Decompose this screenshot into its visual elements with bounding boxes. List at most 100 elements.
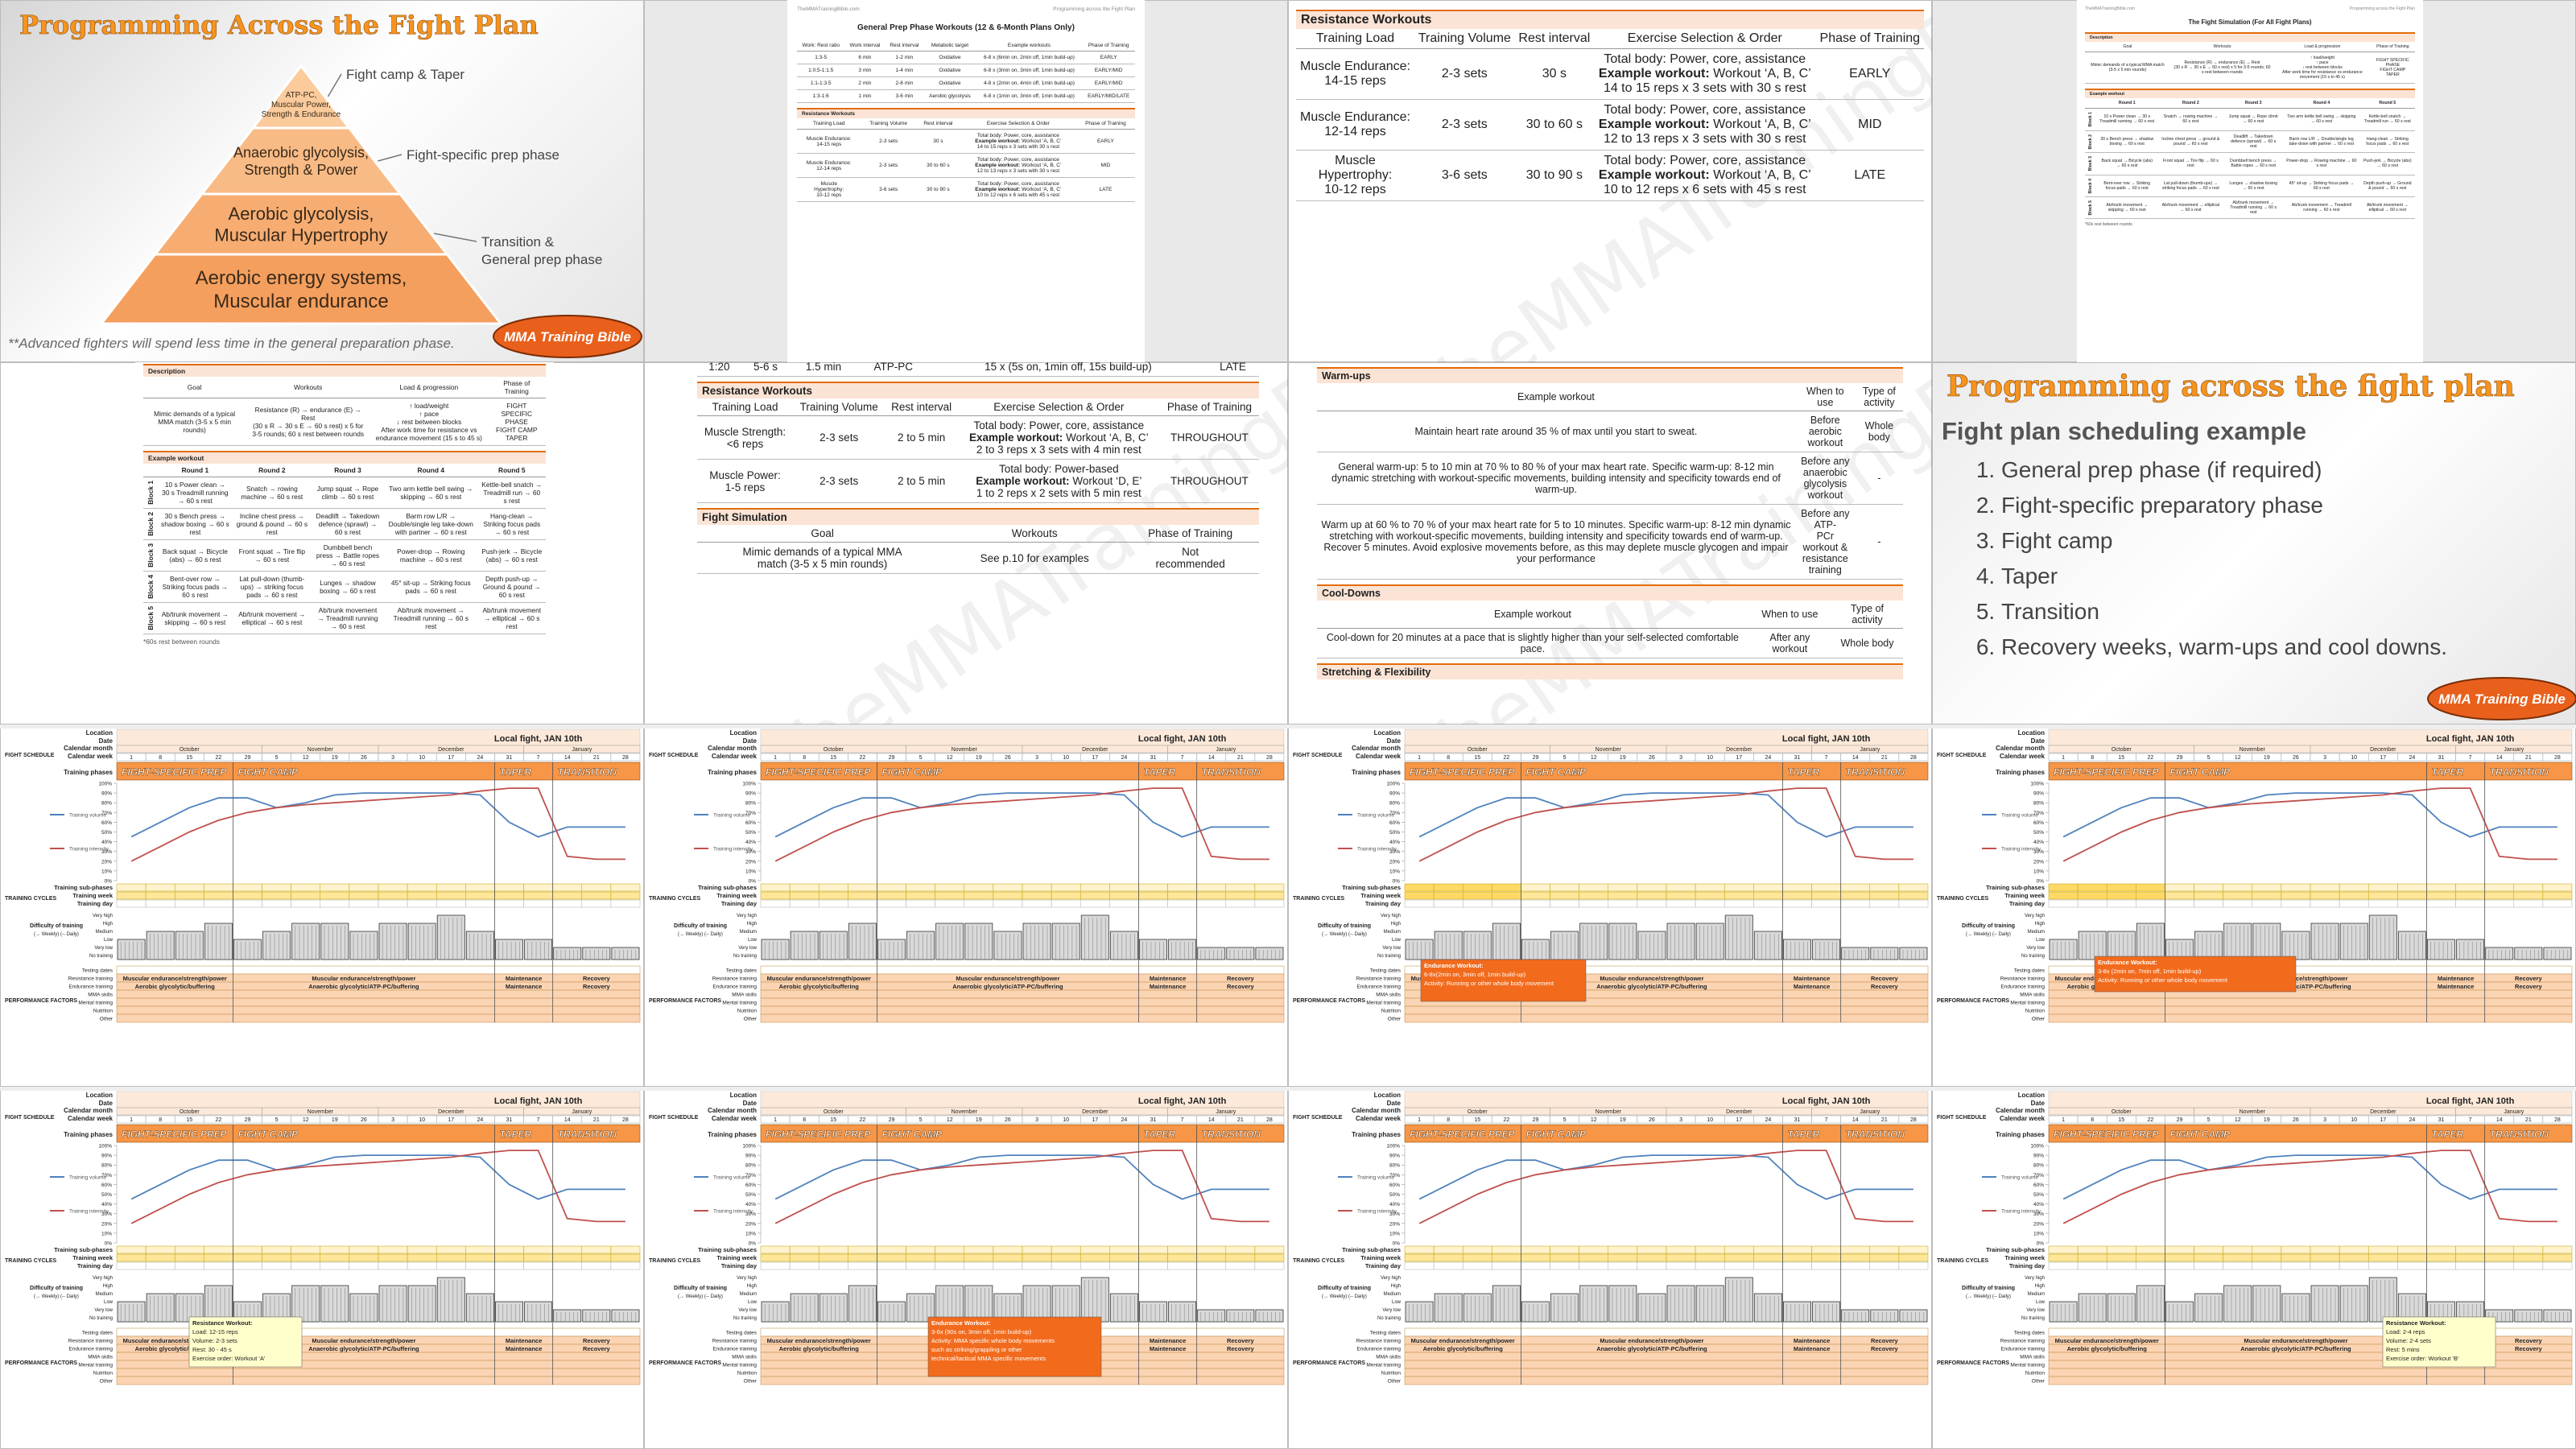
- section-label: TRAINING CYCLES: [1293, 896, 1345, 902]
- y-tick-label: 90%: [101, 791, 112, 797]
- month-cell: [523, 1107, 641, 1116]
- subphase-cell: [494, 1245, 524, 1254]
- row-label: Training day: [721, 1262, 758, 1269]
- row-label: Training week: [2004, 1254, 2045, 1261]
- difficulty-bar: [1051, 1285, 1080, 1323]
- subphase-cell: [993, 883, 1023, 892]
- row-label: Location: [2018, 1092, 2045, 1099]
- phase-label: TRANSITION: [1846, 1129, 1905, 1140]
- section-title: Resistance Workouts: [1296, 10, 1924, 29]
- y-tick-label: 80%: [2033, 1163, 2044, 1169]
- cell-line: TAPER: [506, 433, 528, 442]
- row-label: Location: [86, 729, 113, 737]
- block-header-cell: Block 1: [143, 477, 158, 509]
- cell-line: 1-5 reps: [724, 481, 766, 493]
- schedule-tile: FIGHT SCHEDULE TRAINING CYCLES PERFORMANCE…: [644, 1087, 1288, 1449]
- training-day-cell: [1811, 1261, 1841, 1270]
- week-label: 31: [1794, 1117, 1801, 1123]
- row-label: Date: [1387, 737, 1402, 745]
- cell-line-label: Example workout:: [1598, 118, 1710, 131]
- training-day-cell: [760, 1261, 791, 1270]
- cell-line: Muscle: [820, 181, 838, 187]
- series-line: [1418, 787, 1913, 862]
- legend-label: Training intensity: [69, 847, 109, 852]
- table-cell: Before any anaerobic glycolysis workout: [1794, 452, 1856, 505]
- cell-line-text: Workout ‘A, B, C’: [1713, 118, 1811, 131]
- subphase-cell: [1254, 1245, 1285, 1254]
- subphase-cell: [116, 883, 147, 892]
- subphase-cell: [145, 883, 175, 892]
- table-cell: 30 to 60 s: [915, 153, 960, 178]
- training-day-cell: [2048, 1261, 2079, 1270]
- training-day-cell: [552, 899, 583, 908]
- series-line: [130, 1150, 625, 1224]
- factor-row: [760, 989, 1285, 999]
- week-label: 8: [1447, 1117, 1450, 1123]
- example-cell: Snatch → rowing machine → 60 s rest: [2157, 108, 2224, 131]
- subphase-cell: [204, 883, 233, 892]
- row-label: MMA skills: [732, 1355, 757, 1360]
- training-day-cell: [1492, 899, 1521, 908]
- training-day-cell: [1080, 899, 1110, 908]
- row-label: Nutrition: [2025, 1371, 2046, 1377]
- difficulty-bar: [436, 1277, 465, 1323]
- phase-label: TRANSITION: [558, 766, 617, 778]
- week-label: 14: [1852, 755, 1859, 761]
- example-cell: Lunges → shadow boxing → 60 s rest: [311, 571, 384, 603]
- month-label: December: [1082, 1109, 1108, 1115]
- difficulty-bar: [2281, 1293, 2310, 1323]
- factor-label: Anaerobic glycolytic/ATP-PC/buffering: [1596, 983, 1707, 990]
- month-label: October: [180, 747, 200, 753]
- row-label: Testing dates: [726, 968, 758, 974]
- example-cell: Push-jerk → Bicycle (abs) → 60 s rest: [477, 539, 546, 572]
- week-label: 19: [1620, 755, 1626, 761]
- popup-line: 3-6x (90s on, 3min off, 1min build-up): [931, 1328, 1032, 1335]
- table-cell: 1-2 min: [885, 51, 924, 64]
- difficulty-bar: [291, 1285, 320, 1323]
- training-day-cell: [877, 899, 906, 908]
- subphase-cell: [1138, 883, 1168, 892]
- table-cell: 6-8 x (1min on, 3min off, 1min build-up): [976, 89, 1083, 103]
- y-tick-label: 10%: [101, 869, 112, 874]
- difficulty-bar: [790, 1293, 819, 1323]
- series-line: [2062, 1154, 2557, 1200]
- table-cell: 15 x (5s on, 1min off, 15s build-up): [929, 362, 1207, 377]
- legend-label: Training intensity: [69, 1209, 109, 1215]
- table-cell: 6 min: [844, 51, 886, 64]
- subphase-cell: [320, 1245, 350, 1254]
- subphase-cell: [1433, 883, 1463, 892]
- training-week-cell: [1579, 891, 1609, 900]
- cell-line: 14 to 15 reps x 3 sets with 30 s rest: [1603, 81, 1806, 95]
- phase-label: TRANSITION: [1202, 1129, 1261, 1140]
- training-week-cell: [204, 1253, 233, 1262]
- training-day-cell: [1109, 1261, 1139, 1270]
- section-title: Cool-Downs: [1317, 584, 1903, 601]
- y-tick-label: 90%: [2033, 1154, 2044, 1159]
- subphase-cell: [523, 1245, 553, 1254]
- difficulty-level: No training: [733, 954, 757, 959]
- legend-label: Training volume: [1357, 813, 1394, 819]
- factor-row: [2048, 1368, 2573, 1377]
- week-label: 5: [1563, 1117, 1567, 1123]
- table-cell: 1:20: [697, 362, 741, 377]
- cell-line-text: Workout ‘D, E’: [1072, 475, 1142, 487]
- table-cell: Before any ATP- PCr workout & resistance tr…: [1794, 504, 1856, 580]
- example-cell: Front squat → Tire flip → 60 s rest: [232, 539, 312, 572]
- factor-label: Muscular endurance/strength/power: [312, 975, 415, 982]
- training-week-cell: [1196, 1253, 1227, 1262]
- row-label: Testing dates: [82, 968, 114, 974]
- training-day-cell: [1404, 899, 1435, 908]
- cell-line: workout: [1807, 437, 1843, 448]
- difficulty-bar: [1812, 1301, 1841, 1323]
- subphase-cell: [760, 883, 791, 892]
- subphase-cell: [291, 883, 321, 892]
- factor-label: Recovery: [583, 1345, 611, 1352]
- difficulty-level: Very high: [1381, 1276, 1401, 1281]
- training-day-cell: [2484, 1261, 2515, 1270]
- subphase-cell: [877, 883, 906, 892]
- row-label: Endurance training: [68, 1347, 113, 1352]
- training-week-cell: [2281, 1253, 2311, 1262]
- subphase-cell: [1579, 1245, 1609, 1254]
- training-week-cell: [1811, 891, 1841, 900]
